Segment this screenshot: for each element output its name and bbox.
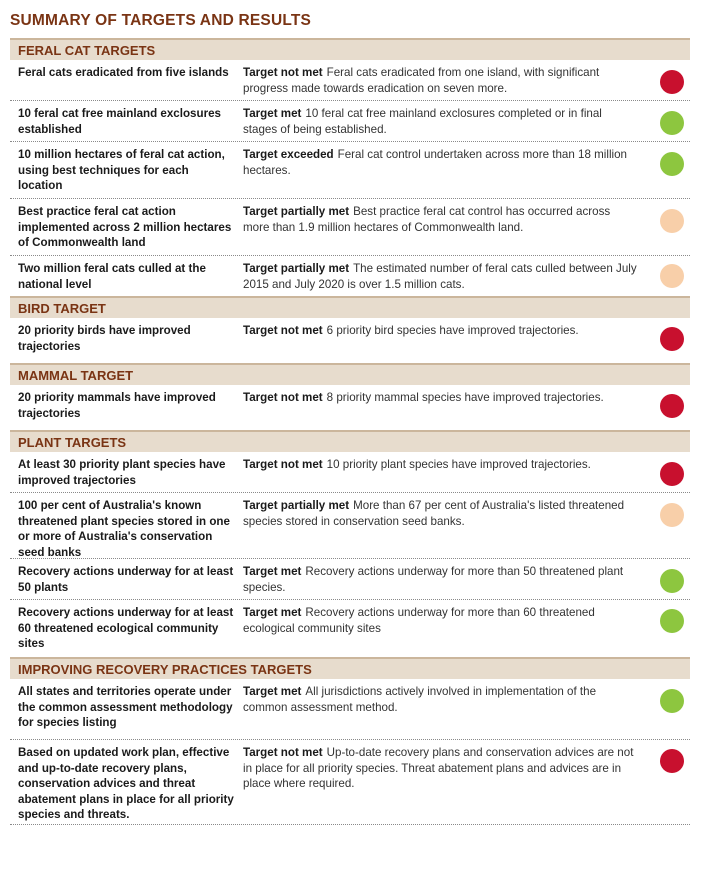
verdict-label: Target not met <box>243 66 323 79</box>
table-row: 20 priority mammals have improved trajec… <box>10 385 690 430</box>
verdict-label: Target not met <box>243 746 323 759</box>
verdict-label: Target partially met <box>243 262 350 275</box>
result-cell: Target not met 10 priority plant species … <box>243 457 638 473</box>
target-text: Recovery actions underway for at least 6… <box>18 606 234 650</box>
result-cell: Target partially met More than 67 per cen… <box>243 498 638 529</box>
table-row: 20 priority birds have improved trajecto… <box>10 318 690 363</box>
table-row: Recovery actions underway for at least 6… <box>10 600 690 657</box>
verdict-label: Target met <box>243 107 302 120</box>
result-detail: 10 priority plant species have improved … <box>326 458 591 471</box>
table-row: At least 30 priority plant species have … <box>10 452 690 493</box>
section-heading: MAMMAL TARGET <box>10 363 690 385</box>
result-cell: Target met 10 feral cat free mainland exc… <box>243 106 638 137</box>
result-cell: Target exceeded Feral cat control underta… <box>243 147 638 178</box>
verdict-label: Target exceeded <box>243 148 334 161</box>
result-detail: Recovery actions underway for more than … <box>243 565 624 594</box>
result-cell: Target not met Feral cats eradicated from… <box>243 65 638 96</box>
target-text: 20 priority mammals have improved trajec… <box>18 391 216 420</box>
result-cell: Target met All jurisdictions actively inv… <box>243 684 638 715</box>
table-row: 10 million hectares of feral cat action,… <box>10 142 690 199</box>
table-row: Two million feral cats culled at the nat… <box>10 256 690 296</box>
target-text: 20 priority birds have improved trajecto… <box>18 324 191 353</box>
result-detail: The estimated number of feral cats culle… <box>243 262 637 291</box>
table-row: 10 feral cat free mainland exclosures es… <box>10 101 690 142</box>
result-detail: Best practice feral cat control has occu… <box>243 205 611 234</box>
status-dot-icon <box>660 689 684 713</box>
status-dot-icon <box>660 152 684 176</box>
page-title: SUMMARY OF TARGETS AND RESULTS <box>10 12 312 29</box>
status-dot-icon <box>660 327 684 351</box>
target-text: 100 per cent of Australia's known threat… <box>18 499 230 559</box>
result-cell: Target not met Up-to-date recovery plans … <box>243 745 638 792</box>
status-dot-icon <box>660 394 684 418</box>
targets-table: FERAL CAT TARGETS Feral cats eradicated f… <box>10 38 690 824</box>
result-cell: Target met Recovery actions underway for … <box>243 564 638 595</box>
result-detail: 6 priority bird species have improved tr… <box>326 324 579 337</box>
result-detail: Feral cats eradicated from one island, w… <box>243 66 600 95</box>
verdict-label: Target met <box>243 565 302 578</box>
result-cell: Target partially met Best practice feral … <box>243 204 638 235</box>
result-cell: Target not met 8 priority mammal species … <box>243 390 638 406</box>
result-detail: 8 priority mammal species have improved … <box>326 391 604 404</box>
verdict-label: Target partially met <box>243 205 350 218</box>
section-heading: FERAL CAT TARGETS <box>10 38 690 60</box>
status-dot-icon <box>660 749 684 773</box>
table-bottom-rule <box>10 824 690 825</box>
target-text: All states and territories operate under… <box>18 685 233 729</box>
result-detail: Feral cat control undertaken across more… <box>243 148 627 177</box>
status-dot-icon <box>660 609 684 633</box>
result-cell: Target not met 6 priority bird species ha… <box>243 323 638 339</box>
target-text: 10 million hectares of feral cat action,… <box>18 148 225 192</box>
status-dot-icon <box>660 111 684 135</box>
verdict-label: Target not met <box>243 391 323 404</box>
table-row: Feral cats eradicated from five islands T… <box>10 60 690 101</box>
table-row: Based on updated work plan, effective an… <box>10 740 690 824</box>
summary-page: SUMMARY OF TARGETS AND RESULTS FERAL CAT… <box>10 0 690 825</box>
target-text: Based on updated work plan, effective an… <box>18 746 234 821</box>
verdict-label: Target not met <box>243 324 323 337</box>
table-row: Best practice feral cat action implement… <box>10 199 690 256</box>
result-detail: Recovery actions underway for more than … <box>243 606 595 635</box>
result-cell: Target partially met The estimated number… <box>243 261 638 292</box>
target-text: Feral cats eradicated from five islands <box>18 66 229 79</box>
table-row: All states and territories operate under… <box>10 679 690 740</box>
status-dot-icon <box>660 569 684 593</box>
target-text: 10 feral cat free mainland exclosures es… <box>18 107 221 136</box>
verdict-label: Target met <box>243 606 302 619</box>
target-text: At least 30 priority plant species have … <box>18 458 226 487</box>
section-heading: BIRD TARGET <box>10 296 690 318</box>
verdict-label: Target met <box>243 685 302 698</box>
table-row: 100 per cent of Australia's known threat… <box>10 493 690 559</box>
status-dot-icon <box>660 264 684 288</box>
verdict-label: Target not met <box>243 458 323 471</box>
verdict-label: Target partially met <box>243 499 350 512</box>
section-heading: IMPROVING RECOVERY PRACTICES TARGETS <box>10 657 690 679</box>
result-detail: Up-to-date recovery plans and conservati… <box>243 746 634 790</box>
result-detail: More than 67 per cent of Australia's lis… <box>243 499 625 528</box>
table-row: Recovery actions underway for at least 5… <box>10 559 690 600</box>
status-dot-icon <box>660 209 684 233</box>
result-detail: 10 feral cat free mainland exclosures co… <box>243 107 602 136</box>
section-heading: PLANT TARGETS <box>10 430 690 452</box>
status-dot-icon <box>660 70 684 94</box>
target-text: Recovery actions underway for at least 5… <box>18 565 234 594</box>
status-dot-icon <box>660 503 684 527</box>
target-text: Best practice feral cat action implement… <box>18 205 232 249</box>
result-detail: All jurisdictions actively involved in i… <box>243 685 597 714</box>
status-dot-icon <box>660 462 684 486</box>
target-text: Two million feral cats culled at the nat… <box>18 262 206 291</box>
result-cell: Target met Recovery actions underway for … <box>243 605 638 636</box>
